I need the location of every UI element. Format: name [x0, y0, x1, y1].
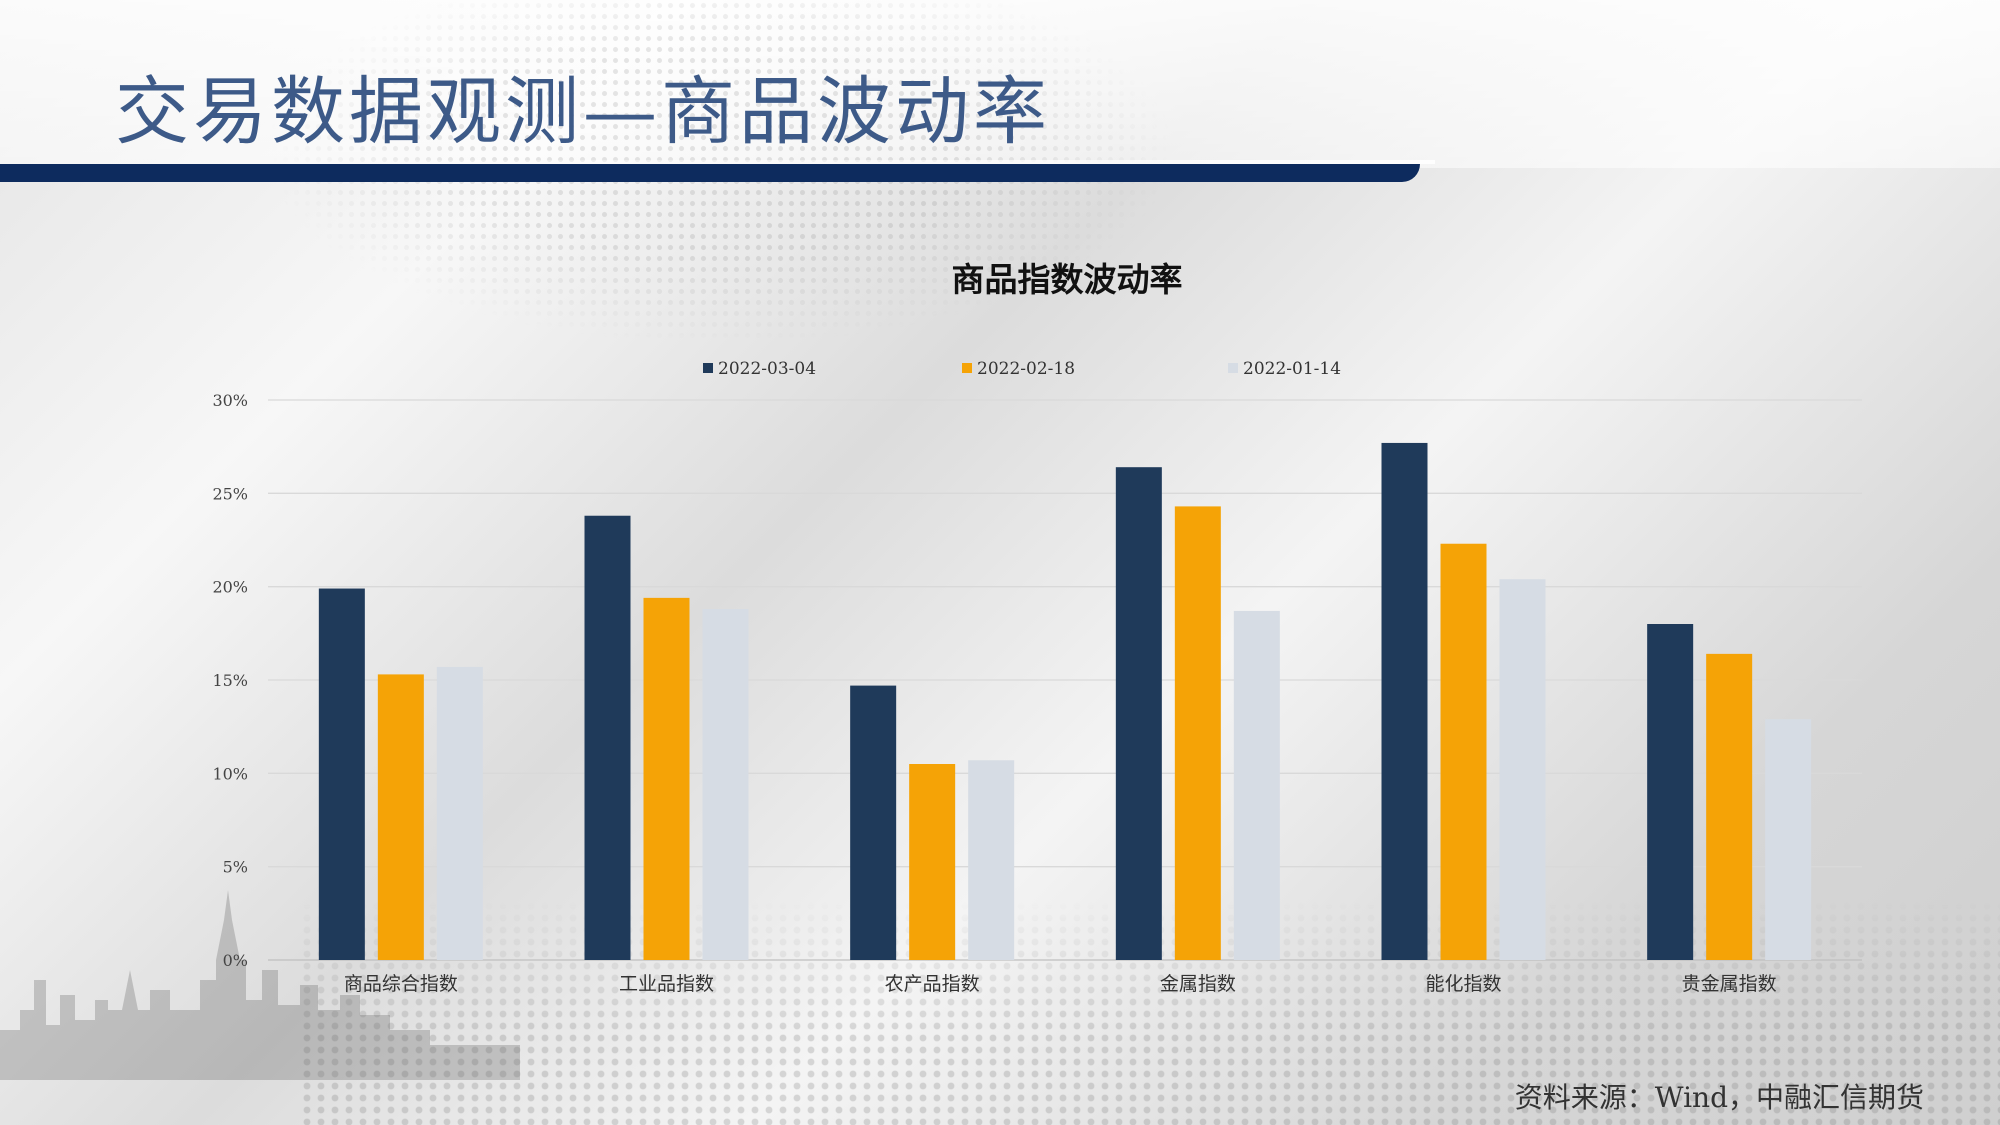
header-band [0, 0, 2000, 168]
bar-2022-02-18-3 [1174, 506, 1221, 960]
y-tick-label: 20% [212, 578, 248, 597]
bar-2022-01-14-2 [968, 760, 1015, 960]
bar-2022-03-04-5 [1647, 624, 1694, 960]
city-skyline-decoration [0, 890, 520, 1080]
chart-title: 商品指数波动率 [952, 260, 1183, 299]
title-bar-highlight [0, 160, 1435, 164]
y-tick-label: 10% [212, 764, 248, 783]
x-category-label: 农产品指数 [885, 973, 980, 995]
bar-2022-02-18-5 [1706, 653, 1753, 960]
x-category-label: 能化指数 [1425, 973, 1501, 995]
bar-2022-03-04-4 [1381, 442, 1428, 960]
bar-2022-01-14-3 [1233, 610, 1280, 960]
bar-2022-02-18-1 [643, 597, 690, 960]
y-tick-label: 15% [212, 671, 248, 690]
legend-swatch-2022-03-04 [703, 363, 713, 373]
y-tick-label: 25% [212, 484, 248, 503]
world-map-dot-pattern [170, 0, 1270, 430]
legend-label: 2022-02-18 [977, 359, 1075, 379]
y-tick-label: 5% [223, 858, 248, 877]
bar-2022-03-04-1 [584, 515, 631, 960]
source-note: 资料来源：Wind，中融汇信期货 [1514, 1081, 1924, 1114]
bar-2022-01-14-0 [436, 666, 483, 960]
legend-label: 2022-03-04 [718, 359, 816, 379]
bar-2022-03-04-3 [1115, 467, 1162, 960]
bar-2022-03-04-0 [318, 588, 365, 960]
bar-2022-01-14-5 [1765, 719, 1812, 960]
bar-2022-01-14-4 [1499, 579, 1546, 960]
slide-title: 交易数据观测—商品波动率 [115, 69, 1051, 155]
y-tick-label: 30% [212, 391, 248, 410]
x-category-label: 商品综合指数 [344, 973, 458, 995]
x-category-label: 贵金属指数 [1682, 973, 1777, 995]
bar-2022-02-18-0 [377, 674, 424, 960]
legend-label: 2022-01-14 [1243, 359, 1341, 379]
legend-swatch-2022-02-18 [962, 363, 972, 373]
title-underline-bar [0, 164, 1420, 182]
legend-swatch-2022-01-14 [1228, 363, 1238, 373]
x-category-label: 工业品指数 [619, 973, 714, 995]
bar-2022-03-04-2 [850, 685, 897, 960]
y-tick-label: 0% [223, 951, 248, 970]
bar-2022-01-14-1 [702, 609, 749, 960]
x-category-label: 金属指数 [1160, 973, 1236, 995]
bar-2022-02-18-2 [909, 764, 956, 960]
bar-2022-02-18-4 [1440, 543, 1487, 960]
